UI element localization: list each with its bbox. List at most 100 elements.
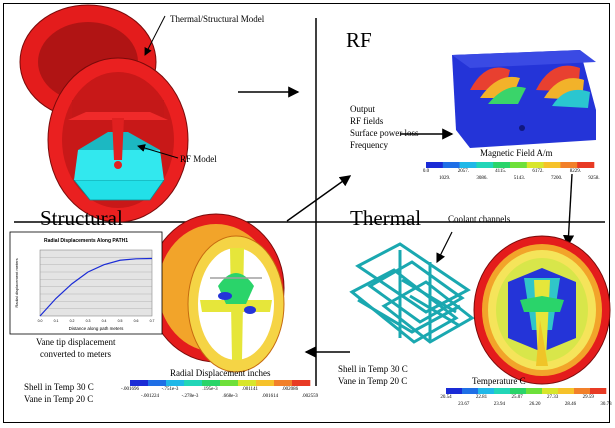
magnetic-scale-swatch	[426, 162, 444, 168]
temperature-scale-swatch	[590, 388, 607, 394]
rf-fields-label: RF fields	[350, 116, 384, 126]
magnetic-scale-tick-label: 6172.	[532, 169, 544, 174]
thermal-structural-model-image	[19, 4, 189, 223]
vane-tip-line1: Vane tip displacement	[36, 337, 116, 347]
chart-x-tick: 0.5	[118, 319, 123, 323]
magnetic-scale-tick-label: 3086.	[476, 176, 488, 181]
magnetic-scale-swatch	[510, 162, 528, 168]
displacement-scale-tick-label: .195e-3	[202, 387, 218, 392]
displacement-scale-swatch	[256, 380, 275, 386]
temperature-scale-tick-label: 23.94	[493, 402, 505, 407]
magnetic-scale-tick-label: 0.0	[422, 169, 430, 174]
displacement-scale-swatch	[274, 380, 293, 386]
displacement-scale-swatch	[166, 380, 185, 386]
vane-temp-right: Vane in Temp 20 C	[338, 376, 408, 386]
chart-y-label: Radial displacement meters	[14, 258, 19, 307]
frequency-label: Frequency	[350, 140, 388, 150]
temperature-colorbar	[446, 388, 607, 394]
radial-displacement-chart: Radial Displacements Along PATH1 Distance…	[9, 231, 163, 335]
displacement-scale-tick-label: -.751e-3	[161, 387, 179, 392]
temperature-scale-swatch	[446, 388, 463, 394]
temperature-scale-tick-label: 30.73	[600, 402, 612, 407]
displacement-scale-swatch	[148, 380, 167, 386]
displacement-scale-tick-label: .001614	[261, 394, 279, 399]
output-label: Output	[350, 104, 376, 114]
magnetic-scale-tick-label: 5143.	[513, 176, 525, 181]
magnetic-scale-title: Magnetic Field A/m	[480, 148, 553, 158]
magnetic-scale-swatch	[459, 162, 477, 168]
temperature-scale-swatch	[574, 388, 591, 394]
displacement-scale-tick-label: .002559	[301, 394, 319, 399]
outer-frame	[3, 3, 610, 423]
chart-x-tick: 0.0	[38, 319, 43, 323]
magnetic-scale-swatch	[526, 162, 544, 168]
displacement-scale-tick-label: .001141	[241, 387, 259, 392]
chart-x-tick: 0.7	[150, 319, 155, 323]
arrow-rf-to-structural	[286, 175, 352, 222]
temperature-scale-tick-label: 25.07	[511, 395, 523, 400]
displacement-scale-tick-label: -.001696	[121, 387, 139, 392]
temperature-scale-tick-label: 20.54	[440, 395, 452, 400]
temperature-scale-tick-label: 28.46	[564, 402, 577, 407]
temperature-scale-tick-label: 26.20	[529, 402, 541, 407]
displacement-scale-tick-label: .668e-3	[222, 394, 238, 399]
displacement-scale-title: Radial Displacement inches	[170, 368, 271, 378]
temperature-scale-tick-label: 22.81	[475, 395, 488, 400]
magnetic-scale-swatch	[493, 162, 511, 168]
vane-tip-line2: converted to meters	[40, 349, 111, 359]
chart-x-tick: 0.1	[54, 319, 59, 323]
displacement-scale-swatch	[130, 380, 149, 386]
structural-displacement-image	[147, 213, 285, 373]
vane-temp-left: Vane in Temp 20 C	[24, 394, 94, 404]
displacement-colorbar	[130, 380, 311, 386]
displacement-scale-swatch	[202, 380, 221, 386]
magnetic-scale-tick-label: 8229.	[569, 169, 581, 174]
magnetic-scale-tick-label: 7200.	[551, 176, 563, 181]
displacement-scale-tick-label: -.278e-3	[181, 394, 199, 399]
coolant-channels-label: Coolant channels	[448, 214, 511, 224]
coolant-channels-image	[349, 242, 475, 344]
temperature-scale-swatch	[510, 388, 527, 394]
displacement-scale-tick-label: .002086	[281, 387, 299, 392]
shell-temp-left: Shell in Temp 30 C	[24, 382, 94, 392]
rf-model-label: RF Model	[180, 154, 217, 164]
magnetic-field-colorbar	[426, 162, 595, 168]
displacement-scale-tick-label: -.001224	[141, 394, 159, 399]
chart-title: Radial Displacements Along PATH1	[44, 238, 128, 244]
thermal-structural-model-label: Thermal/Structural Model	[170, 14, 265, 24]
temperature-scale-swatch	[494, 388, 511, 394]
magnetic-scale-tick-label: 2057.	[457, 169, 469, 174]
thermal-model-pointer	[144, 15, 166, 56]
temperature-scale-swatch	[462, 388, 479, 394]
structural-title: Structural	[40, 206, 123, 230]
temperature-scale-tick-label: 27.33	[547, 395, 559, 400]
arrow-rf-to-thermal	[562, 173, 575, 247]
magnetic-scale-swatch	[560, 162, 578, 168]
displacement-scale-swatch	[220, 380, 239, 386]
chart-x-tick: 0.2	[70, 319, 75, 323]
temperature-scale-swatch	[542, 388, 559, 394]
temperature-scale-swatch	[558, 388, 575, 394]
displacement-scale-swatch	[238, 380, 257, 386]
temperature-scale-swatch	[526, 388, 543, 394]
magnetic-scale-swatch	[476, 162, 494, 168]
rf-magnetic-field-image	[452, 50, 596, 148]
magnetic-scale-tick-label: 4115.	[495, 169, 507, 174]
chart-series-line	[39, 257, 153, 317]
chart-x-tick: 0.3	[86, 319, 91, 323]
chart-x-tick: 0.4	[102, 319, 107, 323]
magnetic-scale-swatch	[543, 162, 561, 168]
chart-plot-area	[39, 249, 153, 317]
magnetic-scale-tick-label: 1029.	[439, 176, 451, 181]
displacement-scale-swatch	[184, 380, 203, 386]
coolant-pointer	[436, 231, 453, 264]
temperature-scale-tick-label: 23.67	[458, 402, 470, 407]
magnetic-scale-swatch	[577, 162, 595, 168]
displacement-scale-swatch	[292, 380, 311, 386]
magnetic-scale-swatch	[442, 162, 460, 168]
thermal-title: Thermal	[350, 206, 422, 230]
chart-x-tick: 0.6	[134, 319, 139, 323]
shell-temp-right: Shell in Temp 30 C	[338, 364, 408, 374]
